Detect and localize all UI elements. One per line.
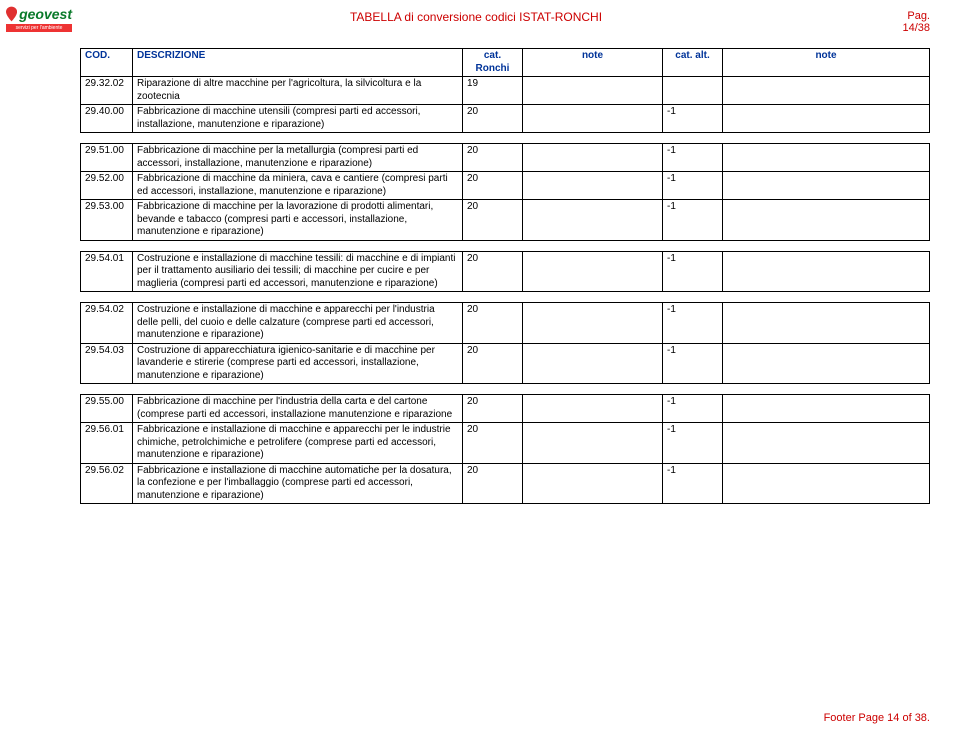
- cell-desc: Fabbricazione di macchine da miniera, ca…: [133, 172, 463, 200]
- cell-desc: Riparazione di altre macchine per l'agri…: [133, 77, 463, 105]
- map-pin-icon: [6, 6, 17, 22]
- column-header: DESCRIZIONE: [133, 49, 463, 77]
- cell-cat: 19: [463, 77, 523, 105]
- cell-cat: 20: [463, 463, 523, 504]
- table-row: 29.32.02Riparazione di altre macchine pe…: [81, 77, 930, 105]
- cell-alt: -1: [663, 105, 723, 133]
- cell-note: [523, 395, 663, 423]
- cell-cat: 20: [463, 423, 523, 464]
- page-number: Pag. 14/38: [880, 6, 960, 34]
- cell-note: [523, 144, 663, 172]
- cell-note: [723, 463, 930, 504]
- cell-cat: 20: [463, 303, 523, 344]
- cell-note: [723, 343, 930, 384]
- conversion-table: 29.54.01Costruzione e installazione di m…: [80, 251, 930, 293]
- conversion-table: 29.51.00Fabbricazione di macchine per la…: [80, 143, 930, 241]
- column-header: cat. Ronchi: [463, 49, 523, 77]
- cell-desc: Fabbricazione e installazione di macchin…: [133, 463, 463, 504]
- cell-desc: Fabbricazione di macchine per la lavoraz…: [133, 200, 463, 241]
- cell-desc: Fabbricazione e installazione di macchin…: [133, 423, 463, 464]
- cell-cat: 20: [463, 200, 523, 241]
- cell-desc: Costruzione di apparecchiatura igienico-…: [133, 343, 463, 384]
- cell-note: [523, 303, 663, 344]
- cell-note: [523, 200, 663, 241]
- cell-note: [723, 251, 930, 292]
- cell-note: [723, 395, 930, 423]
- cell-cod: 29.53.00: [81, 200, 133, 241]
- table-row: 29.54.02Costruzione e installazione di m…: [81, 303, 930, 344]
- logo-text: geovest: [19, 6, 72, 22]
- table-header-row: COD.DESCRIZIONEcat. Ronchinotecat. alt.n…: [81, 49, 930, 77]
- cell-cod: 29.54.03: [81, 343, 133, 384]
- cell-note: [523, 105, 663, 133]
- cell-note: [523, 172, 663, 200]
- page-header: geovest servizi per l'ambiente TABELLA d…: [0, 0, 960, 34]
- cell-cod: 29.51.00: [81, 144, 133, 172]
- cell-note: [523, 343, 663, 384]
- column-header: note: [723, 49, 930, 77]
- cell-note: [723, 144, 930, 172]
- cell-note: [523, 251, 663, 292]
- conversion-table: 29.54.02Costruzione e installazione di m…: [80, 302, 930, 384]
- table-row: 29.54.03Costruzione di apparecchiatura i…: [81, 343, 930, 384]
- column-header: cat. alt.: [663, 49, 723, 77]
- cell-desc: Fabbricazione di macchine per l'industri…: [133, 395, 463, 423]
- cell-cod: 29.32.02: [81, 77, 133, 105]
- cell-alt: -1: [663, 172, 723, 200]
- table-row: 29.40.00Fabbricazione di macchine utensi…: [81, 105, 930, 133]
- cell-note: [523, 77, 663, 105]
- cell-alt: -1: [663, 303, 723, 344]
- table-row: 29.55.00Fabbricazione di macchine per l'…: [81, 395, 930, 423]
- cell-note: [723, 423, 930, 464]
- conversion-table: COD.DESCRIZIONEcat. Ronchinotecat. alt.n…: [80, 48, 930, 133]
- table-row: 29.51.00Fabbricazione di macchine per la…: [81, 144, 930, 172]
- cell-alt: [663, 77, 723, 105]
- column-header: COD.: [81, 49, 133, 77]
- cell-alt: -1: [663, 200, 723, 241]
- conversion-table: 29.55.00Fabbricazione di macchine per l'…: [80, 394, 930, 504]
- cell-note: [523, 423, 663, 464]
- logo-tagline: servizi per l'ambiente: [6, 24, 72, 32]
- cell-cat: 20: [463, 251, 523, 292]
- cell-cod: 29.56.02: [81, 463, 133, 504]
- table-row: 29.54.01Costruzione e installazione di m…: [81, 251, 930, 292]
- cell-alt: -1: [663, 395, 723, 423]
- cell-cod: 29.55.00: [81, 395, 133, 423]
- cell-cod: 29.52.00: [81, 172, 133, 200]
- cell-alt: -1: [663, 251, 723, 292]
- table-row: 29.53.00Fabbricazione di macchine per la…: [81, 200, 930, 241]
- table-row: 29.56.01Fabbricazione e installazione di…: [81, 423, 930, 464]
- cell-cod: 29.54.01: [81, 251, 133, 292]
- cell-desc: Costruzione e installazione di macchine …: [133, 303, 463, 344]
- table-row: 29.52.00Fabbricazione di macchine da min…: [81, 172, 930, 200]
- cell-note: [723, 303, 930, 344]
- logo: geovest servizi per l'ambiente: [0, 6, 72, 32]
- cell-note: [523, 463, 663, 504]
- cell-cat: 20: [463, 144, 523, 172]
- cell-note: [723, 105, 930, 133]
- cell-cat: 20: [463, 105, 523, 133]
- cell-desc: Fabbricazione di macchine utensili (comp…: [133, 105, 463, 133]
- cell-note: [723, 200, 930, 241]
- cell-alt: -1: [663, 423, 723, 464]
- cell-desc: Fabbricazione di macchine per la metallu…: [133, 144, 463, 172]
- document-title: TABELLA di conversione codici ISTAT-RONC…: [72, 6, 880, 24]
- cell-note: [723, 77, 930, 105]
- cell-alt: -1: [663, 463, 723, 504]
- cell-desc: Costruzione e installazione di macchine …: [133, 251, 463, 292]
- cell-cat: 20: [463, 343, 523, 384]
- cell-note: [723, 172, 930, 200]
- cell-cat: 20: [463, 395, 523, 423]
- cell-cat: 20: [463, 172, 523, 200]
- cell-cod: 29.40.00: [81, 105, 133, 133]
- cell-cod: 29.56.01: [81, 423, 133, 464]
- table-row: 29.56.02Fabbricazione e installazione di…: [81, 463, 930, 504]
- cell-cod: 29.54.02: [81, 303, 133, 344]
- column-header: note: [523, 49, 663, 77]
- cell-alt: -1: [663, 343, 723, 384]
- cell-alt: -1: [663, 144, 723, 172]
- content-area: COD.DESCRIZIONEcat. Ronchinotecat. alt.n…: [0, 34, 960, 504]
- footer-text: Footer Page 14 of 38.: [824, 712, 930, 724]
